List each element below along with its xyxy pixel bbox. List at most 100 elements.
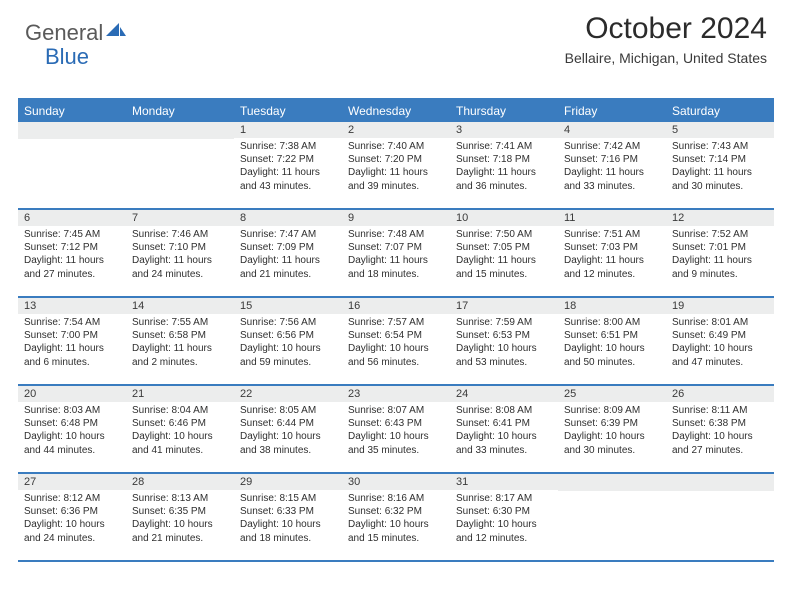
day-cell: 1Sunrise: 7:38 AMSunset: 7:22 PMDaylight… — [234, 122, 342, 208]
sunrise-text: Sunrise: 7:42 AM — [564, 140, 660, 153]
day-body — [18, 139, 126, 145]
day-cell — [558, 474, 666, 560]
logo-text-2: Blue — [45, 44, 89, 70]
sunset-text: Sunset: 6:38 PM — [672, 417, 768, 430]
day-body: Sunrise: 8:13 AMSunset: 6:35 PMDaylight:… — [126, 490, 234, 549]
day-number — [18, 122, 126, 139]
day-body: Sunrise: 7:48 AMSunset: 7:07 PMDaylight:… — [342, 226, 450, 285]
day-number: 29 — [234, 474, 342, 490]
sunset-text: Sunset: 7:01 PM — [672, 241, 768, 254]
logo: General Blue — [25, 20, 127, 46]
day-number: 25 — [558, 386, 666, 402]
sunrise-text: Sunrise: 7:45 AM — [24, 228, 120, 241]
sunset-text: Sunset: 7:18 PM — [456, 153, 552, 166]
day-body — [666, 491, 774, 497]
sunset-text: Sunset: 7:03 PM — [564, 241, 660, 254]
sunrise-text: Sunrise: 8:15 AM — [240, 492, 336, 505]
day-number: 31 — [450, 474, 558, 490]
sunset-text: Sunset: 7:09 PM — [240, 241, 336, 254]
sunset-text: Sunset: 6:30 PM — [456, 505, 552, 518]
daylight-text: Daylight: 10 hours and 15 minutes. — [348, 518, 444, 544]
day-cell: 25Sunrise: 8:09 AMSunset: 6:39 PMDayligh… — [558, 386, 666, 472]
day-cell — [18, 122, 126, 208]
day-body — [126, 139, 234, 145]
day-cell — [666, 474, 774, 560]
day-cell: 16Sunrise: 7:57 AMSunset: 6:54 PMDayligh… — [342, 298, 450, 384]
day-body: Sunrise: 8:00 AMSunset: 6:51 PMDaylight:… — [558, 314, 666, 373]
day-cell: 8Sunrise: 7:47 AMSunset: 7:09 PMDaylight… — [234, 210, 342, 296]
sunrise-text: Sunrise: 8:12 AM — [24, 492, 120, 505]
sunset-text: Sunset: 6:39 PM — [564, 417, 660, 430]
sunset-text: Sunset: 6:35 PM — [132, 505, 228, 518]
day-cell: 31Sunrise: 8:17 AMSunset: 6:30 PMDayligh… — [450, 474, 558, 560]
sunset-text: Sunset: 6:48 PM — [24, 417, 120, 430]
day-number: 2 — [342, 122, 450, 138]
day-cell: 5Sunrise: 7:43 AMSunset: 7:14 PMDaylight… — [666, 122, 774, 208]
sunset-text: Sunset: 7:12 PM — [24, 241, 120, 254]
day-body: Sunrise: 7:56 AMSunset: 6:56 PMDaylight:… — [234, 314, 342, 373]
day-body: Sunrise: 8:04 AMSunset: 6:46 PMDaylight:… — [126, 402, 234, 461]
daylight-text: Daylight: 10 hours and 21 minutes. — [132, 518, 228, 544]
day-body: Sunrise: 7:41 AMSunset: 7:18 PMDaylight:… — [450, 138, 558, 197]
sunset-text: Sunset: 7:16 PM — [564, 153, 660, 166]
daylight-text: Daylight: 11 hours and 39 minutes. — [348, 166, 444, 192]
daylight-text: Daylight: 10 hours and 33 minutes. — [456, 430, 552, 456]
day-number: 1 — [234, 122, 342, 138]
daylight-text: Daylight: 10 hours and 12 minutes. — [456, 518, 552, 544]
daylight-text: Daylight: 10 hours and 44 minutes. — [24, 430, 120, 456]
daylight-text: Daylight: 10 hours and 30 minutes. — [564, 430, 660, 456]
day-cell: 22Sunrise: 8:05 AMSunset: 6:44 PMDayligh… — [234, 386, 342, 472]
day-cell: 9Sunrise: 7:48 AMSunset: 7:07 PMDaylight… — [342, 210, 450, 296]
sunrise-text: Sunrise: 8:01 AM — [672, 316, 768, 329]
calendar: Sunday Monday Tuesday Wednesday Thursday… — [18, 98, 774, 562]
daylight-text: Daylight: 10 hours and 59 minutes. — [240, 342, 336, 368]
day-cell: 23Sunrise: 8:07 AMSunset: 6:43 PMDayligh… — [342, 386, 450, 472]
day-number: 12 — [666, 210, 774, 226]
day-body: Sunrise: 8:09 AMSunset: 6:39 PMDaylight:… — [558, 402, 666, 461]
day-number: 3 — [450, 122, 558, 138]
sunrise-text: Sunrise: 8:04 AM — [132, 404, 228, 417]
day-number: 17 — [450, 298, 558, 314]
sunset-text: Sunset: 6:41 PM — [456, 417, 552, 430]
dow-saturday: Saturday — [666, 100, 774, 122]
day-cell: 6Sunrise: 7:45 AMSunset: 7:12 PMDaylight… — [18, 210, 126, 296]
sunset-text: Sunset: 7:22 PM — [240, 153, 336, 166]
day-cell: 21Sunrise: 8:04 AMSunset: 6:46 PMDayligh… — [126, 386, 234, 472]
week-row: 6Sunrise: 7:45 AMSunset: 7:12 PMDaylight… — [18, 210, 774, 298]
sunset-text: Sunset: 6:32 PM — [348, 505, 444, 518]
dow-thursday: Thursday — [450, 100, 558, 122]
day-number: 24 — [450, 386, 558, 402]
day-cell: 28Sunrise: 8:13 AMSunset: 6:35 PMDayligh… — [126, 474, 234, 560]
sunrise-text: Sunrise: 7:59 AM — [456, 316, 552, 329]
day-cell: 20Sunrise: 8:03 AMSunset: 6:48 PMDayligh… — [18, 386, 126, 472]
sunrise-text: Sunrise: 7:40 AM — [348, 140, 444, 153]
sunrise-text: Sunrise: 7:52 AM — [672, 228, 768, 241]
daylight-text: Daylight: 11 hours and 15 minutes. — [456, 254, 552, 280]
logo-text-1: General — [25, 20, 103, 46]
day-cell: 12Sunrise: 7:52 AMSunset: 7:01 PMDayligh… — [666, 210, 774, 296]
day-body: Sunrise: 7:50 AMSunset: 7:05 PMDaylight:… — [450, 226, 558, 285]
sunrise-text: Sunrise: 7:50 AM — [456, 228, 552, 241]
daylight-text: Daylight: 10 hours and 41 minutes. — [132, 430, 228, 456]
week-row: 1Sunrise: 7:38 AMSunset: 7:22 PMDaylight… — [18, 122, 774, 210]
daylight-text: Daylight: 11 hours and 24 minutes. — [132, 254, 228, 280]
day-number: 8 — [234, 210, 342, 226]
day-body: Sunrise: 7:38 AMSunset: 7:22 PMDaylight:… — [234, 138, 342, 197]
day-body: Sunrise: 7:52 AMSunset: 7:01 PMDaylight:… — [666, 226, 774, 285]
week-row: 20Sunrise: 8:03 AMSunset: 6:48 PMDayligh… — [18, 386, 774, 474]
day-number — [666, 474, 774, 491]
location: Bellaire, Michigan, United States — [565, 50, 767, 66]
sunrise-text: Sunrise: 8:07 AM — [348, 404, 444, 417]
day-number — [126, 122, 234, 139]
daylight-text: Daylight: 11 hours and 21 minutes. — [240, 254, 336, 280]
day-cell: 3Sunrise: 7:41 AMSunset: 7:18 PMDaylight… — [450, 122, 558, 208]
day-number: 14 — [126, 298, 234, 314]
day-cell: 11Sunrise: 7:51 AMSunset: 7:03 PMDayligh… — [558, 210, 666, 296]
day-number: 11 — [558, 210, 666, 226]
day-number: 5 — [666, 122, 774, 138]
title-block: October 2024 Bellaire, Michigan, United … — [565, 12, 767, 66]
sunrise-text: Sunrise: 8:16 AM — [348, 492, 444, 505]
day-body: Sunrise: 8:16 AMSunset: 6:32 PMDaylight:… — [342, 490, 450, 549]
daylight-text: Daylight: 10 hours and 50 minutes. — [564, 342, 660, 368]
sunset-text: Sunset: 6:33 PM — [240, 505, 336, 518]
